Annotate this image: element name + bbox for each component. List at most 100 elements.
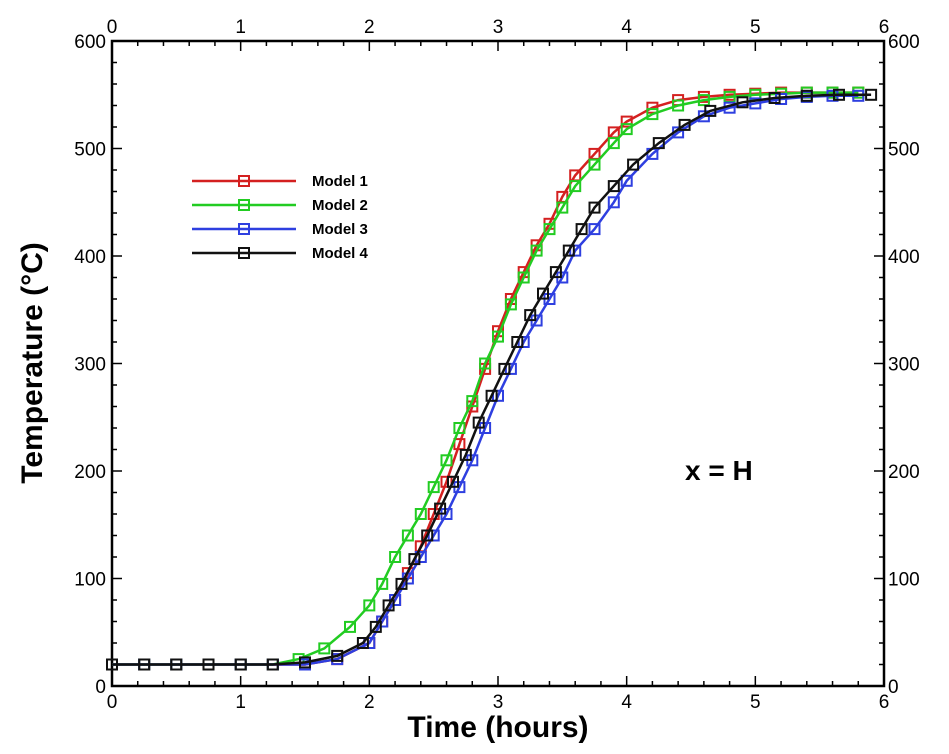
y-tick-label-left: 0 [95,677,106,698]
data-point-marker [504,298,517,311]
x-tick-label-top: 1 [235,17,246,38]
data-point-marker [575,223,588,236]
data-point-marker [382,599,395,612]
legend-swatch-marker [238,247,250,259]
data-point-marker [395,577,408,590]
data-point-marker [562,244,575,257]
x-tick-label-bottom: 4 [621,692,632,713]
series-3 [106,89,865,671]
y-tick-label-left: 400 [74,247,106,268]
data-point-marker [459,448,472,461]
y-tick-label-right: 100 [888,570,920,591]
legend-label: Model 4 [312,245,368,262]
legend: Model 1 Model 2 Model 3 Model 4 [192,173,368,262]
data-point-marker [492,389,504,402]
data-point-marker [607,180,620,193]
data-point-marker [447,475,459,488]
y-tick-label-left: 200 [74,462,106,483]
x-tick-label-top: 3 [493,17,504,38]
data-point-marker [607,196,620,209]
series-line [112,91,859,666]
data-point-marker [543,223,556,236]
x-tick-label-bottom: 1 [235,692,246,713]
y-tick-label-right: 400 [888,247,920,268]
data-point-marker [492,330,504,343]
x-tick-label-top: 2 [364,17,375,38]
data-point-marker [408,553,421,566]
data-point-marker [833,88,845,101]
data-point-marker [453,422,466,434]
data-point-marker [138,658,151,671]
data-point-marker [466,395,479,408]
legend-swatch-marker [238,175,250,187]
data-point-marker [800,89,813,102]
data-point-marker [588,158,601,171]
data-point-marker [588,201,601,214]
plot-frame [110,39,886,688]
y-tick-label-right: 0 [888,677,899,698]
annotation-x-eq-h: x = H [685,455,753,486]
data-point-marker [401,529,414,542]
data-point-marker [620,123,633,136]
y-tick-label-left: 500 [74,140,106,161]
series-line [112,93,872,666]
y-tick-label-right: 200 [888,462,920,483]
y-tick-label-right: 500 [888,140,920,161]
data-point-marker [678,118,691,131]
y-tick-label-right: 600 [888,32,920,53]
data-point-marker [299,656,311,669]
data-point-marker [331,649,344,662]
data-point-marker [704,104,717,117]
legend-entry: Model 1 [192,173,368,190]
legend-entry: Model 2 [192,197,368,214]
legend-swatch-marker [238,223,250,235]
data-point-marker [569,180,582,193]
data-point-marker [646,101,659,114]
data-point-marker [768,92,781,104]
x-tick-label-bottom: 6 [879,692,890,713]
data-point-marker [736,96,749,109]
legend-label: Model 3 [312,221,368,238]
data-point-marker [865,88,878,101]
y-tick-label-right: 300 [888,355,920,376]
x-tick-label-bottom: 0 [107,692,118,713]
y-tick-label-left: 300 [74,355,106,376]
series-4 [106,88,878,671]
data-point-marker [266,658,279,671]
data-point-marker [356,637,369,649]
x-tick-label-bottom: 3 [493,692,504,713]
data-point-marker [434,502,447,515]
data-point-marker [588,223,601,236]
data-point-marker [427,481,440,494]
series-line [112,94,859,666]
data-point-marker [498,362,511,375]
data-point-marker [421,529,434,542]
y-tick-label-left: 100 [74,570,106,591]
legend-swatch-marker [238,199,250,211]
data-point-marker [556,201,569,214]
data-point-marker [479,357,492,370]
x-axis-title: Time (hours) [407,711,588,744]
x-tick-label-top: 6 [879,17,890,38]
series-line [112,91,859,666]
data-point-marker [363,599,376,612]
data-point-marker [170,658,183,671]
data-point-marker [389,551,402,563]
data-point-marker [620,174,633,187]
x-tick-label-top: 0 [107,17,118,38]
series-2 [106,86,865,671]
data-point-marker [607,137,620,150]
data-point-marker [627,158,640,171]
data-point-marker [485,389,498,402]
data-point-marker [440,475,453,488]
x-tick-label-top: 4 [621,17,632,38]
data-point-marker [414,508,427,520]
x-tick-label-top: 5 [750,17,761,38]
data-point-marker [672,99,685,112]
data-point-marker [427,529,440,542]
series-1 [106,86,865,671]
data-point-marker [537,287,549,300]
data-point-marker [369,620,382,633]
